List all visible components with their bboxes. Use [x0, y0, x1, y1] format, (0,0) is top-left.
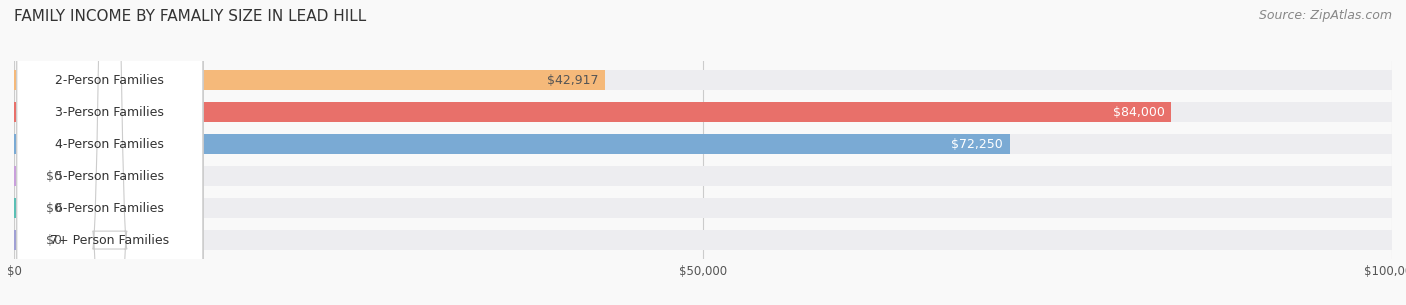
FancyBboxPatch shape	[17, 0, 202, 305]
Text: 3-Person Families: 3-Person Families	[55, 106, 165, 119]
FancyBboxPatch shape	[17, 0, 202, 305]
Bar	[14, 166, 1392, 186]
Bar	[14, 166, 42, 186]
Bar	[14, 230, 42, 250]
FancyBboxPatch shape	[17, 0, 202, 305]
Bar	[14, 70, 606, 90]
Bar	[14, 230, 1392, 250]
Bar	[14, 102, 1171, 122]
Text: 5-Person Families: 5-Person Families	[55, 170, 165, 183]
Text: $0: $0	[46, 202, 62, 215]
Bar	[14, 70, 1392, 90]
Text: 6-Person Families: 6-Person Families	[55, 202, 165, 215]
Text: Source: ZipAtlas.com: Source: ZipAtlas.com	[1258, 9, 1392, 22]
Bar	[14, 102, 1392, 122]
Text: $84,000: $84,000	[1112, 106, 1164, 119]
Text: 4-Person Families: 4-Person Families	[55, 138, 165, 151]
Text: $0: $0	[46, 234, 62, 246]
FancyBboxPatch shape	[17, 0, 202, 305]
Bar	[14, 198, 1392, 218]
Bar	[14, 198, 42, 218]
Bar	[14, 134, 1392, 154]
Text: 2-Person Families: 2-Person Families	[55, 74, 165, 87]
Text: $72,250: $72,250	[950, 138, 1002, 151]
Text: $0: $0	[46, 170, 62, 183]
Text: 7+ Person Families: 7+ Person Families	[51, 234, 169, 246]
FancyBboxPatch shape	[17, 0, 202, 305]
Text: FAMILY INCOME BY FAMALIY SIZE IN LEAD HILL: FAMILY INCOME BY FAMALIY SIZE IN LEAD HI…	[14, 9, 367, 24]
FancyBboxPatch shape	[17, 0, 202, 305]
Bar	[14, 134, 1010, 154]
Text: $42,917: $42,917	[547, 74, 599, 87]
